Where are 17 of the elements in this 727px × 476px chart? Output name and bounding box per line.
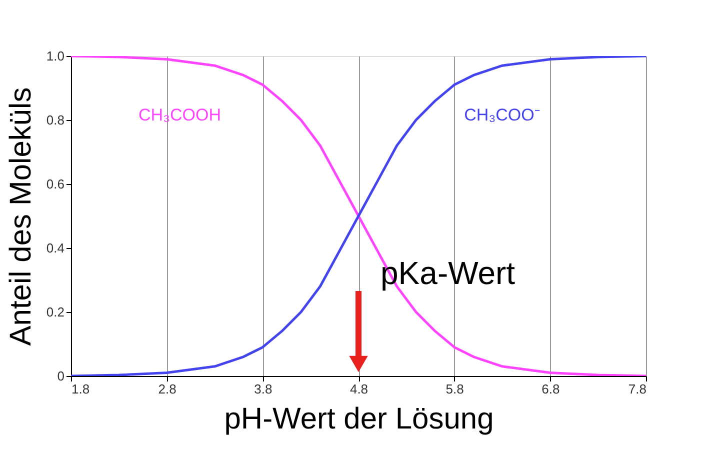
series-label: CH₃COO⁻ [464,106,540,125]
y-tick-label: 1.0 [46,48,64,64]
x-tick-label: 4.8 [350,382,368,396]
y-tick-label: 0.4 [46,240,64,256]
y-tick-label: 0.6 [46,176,64,192]
y-tick-label: 0.8 [46,112,64,128]
y-tick-label: 0.2 [46,304,64,320]
x-tick-label: 7.8 [628,382,646,396]
x-axis-title: pH-Wert der Lösung [224,402,494,436]
y-axis-title: Anteil des Moleküls [4,87,38,346]
x-tick-label: 1.8 [72,382,90,396]
x-tick-label: 3.8 [254,382,272,396]
y-tick-label: 0 [57,368,64,384]
x-tick-label: 6.8 [542,382,560,396]
x-tick-label: 5.8 [446,382,464,396]
text: CH₃COOH [138,106,221,125]
x-tick-label: 2.8 [158,382,176,396]
